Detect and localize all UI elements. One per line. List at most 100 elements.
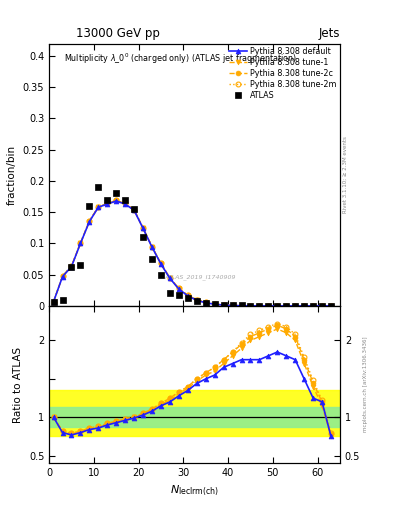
- Pythia 8.308 default: [69, 264, 74, 270]
- Pythia 8.308 tune-2m: [87, 218, 92, 224]
- Pythia 8.308 default: [150, 244, 154, 250]
- Pythia 8.308 tune-1: [176, 286, 181, 292]
- ATLAS: [293, 303, 298, 309]
- ATLAS: [230, 302, 235, 308]
- Pythia 8.308 tune-1: [69, 264, 74, 270]
- Pythia 8.308 default: [176, 286, 181, 292]
- Pythia 8.308 tune-2c: [150, 244, 154, 250]
- Pythia 8.308 tune-2c: [141, 225, 145, 231]
- Pythia 8.308 tune-2m: [311, 303, 316, 309]
- Pythia 8.308 tune-2c: [221, 302, 226, 308]
- Pythia 8.308 default: [167, 275, 172, 282]
- Pythia 8.308 tune-1: [212, 301, 217, 307]
- ATLAS: [266, 303, 271, 309]
- Pythia 8.308 tune-1: [105, 201, 110, 207]
- Pythia 8.308 tune-2c: [69, 263, 74, 269]
- ATLAS: [51, 298, 56, 305]
- Pythia 8.308 tune-1: [150, 244, 154, 250]
- Line: Pythia 8.308 tune-2c: Pythia 8.308 tune-2c: [51, 198, 333, 308]
- ATLAS: [257, 303, 262, 309]
- Pythia 8.308 tune-1: [185, 293, 190, 299]
- Text: ATLAS_2019_I1740909: ATLAS_2019_I1740909: [165, 274, 236, 280]
- ATLAS: [203, 300, 208, 306]
- Pythia 8.308 tune-2m: [284, 303, 288, 309]
- Pythia 8.308 tune-2m: [60, 273, 65, 279]
- Line: Pythia 8.308 tune-2m: Pythia 8.308 tune-2m: [51, 198, 333, 308]
- Pythia 8.308 tune-2c: [212, 301, 217, 307]
- Legend: Pythia 8.308 default, Pythia 8.308 tune-1, Pythia 8.308 tune-2c, Pythia 8.308 tu: Pythia 8.308 default, Pythia 8.308 tune-…: [228, 46, 338, 100]
- Pythia 8.308 default: [284, 303, 288, 309]
- Pythia 8.308 tune-2c: [275, 303, 280, 309]
- Pythia 8.308 tune-2c: [239, 303, 244, 309]
- Pythia 8.308 default: [78, 240, 83, 246]
- Pythia 8.308 default: [141, 225, 145, 231]
- ATLAS: [311, 303, 316, 309]
- Pythia 8.308 tune-1: [329, 303, 333, 309]
- Pythia 8.308 tune-2c: [320, 303, 324, 309]
- Pythia 8.308 default: [96, 204, 101, 210]
- Pythia 8.308 default: [105, 201, 110, 207]
- Pythia 8.308 default: [195, 297, 199, 304]
- Pythia 8.308 tune-2m: [114, 197, 119, 203]
- Pythia 8.308 tune-2c: [167, 275, 172, 281]
- Pythia 8.308 default: [212, 301, 217, 307]
- Pythia 8.308 default: [230, 303, 235, 309]
- Pythia 8.308 tune-1: [60, 273, 65, 280]
- Pythia 8.308 default: [60, 273, 65, 280]
- Pythia 8.308 tune-2m: [239, 303, 244, 309]
- Pythia 8.308 tune-1: [141, 225, 145, 231]
- Pythia 8.308 default: [203, 300, 208, 306]
- Pythia 8.308 tune-2c: [311, 303, 316, 309]
- Pythia 8.308 tune-2c: [203, 299, 208, 305]
- Line: Pythia 8.308 default: Pythia 8.308 default: [51, 199, 333, 308]
- Pythia 8.308 tune-2c: [185, 292, 190, 298]
- Pythia 8.308 tune-2c: [293, 303, 298, 309]
- ATLAS: [114, 190, 119, 197]
- Pythia 8.308 tune-2m: [96, 203, 101, 209]
- Pythia 8.308 tune-2c: [132, 207, 136, 213]
- Pythia 8.308 tune-2c: [60, 273, 65, 279]
- Pythia 8.308 tune-2m: [203, 299, 208, 305]
- Pythia 8.308 tune-1: [275, 303, 280, 309]
- Pythia 8.308 tune-2m: [329, 303, 333, 309]
- ATLAS: [87, 203, 92, 209]
- Pythia 8.308 tune-2m: [221, 302, 226, 308]
- Pythia 8.308 tune-2m: [123, 200, 128, 206]
- Pythia 8.308 default: [87, 219, 92, 225]
- Pythia 8.308 tune-2c: [96, 203, 101, 209]
- ATLAS: [221, 302, 226, 308]
- Pythia 8.308 default: [257, 303, 262, 309]
- ATLAS: [123, 197, 128, 203]
- Pythia 8.308 tune-2m: [105, 200, 110, 206]
- Pythia 8.308 default: [329, 303, 333, 309]
- Pythia 8.308 tune-2m: [230, 303, 235, 309]
- Pythia 8.308 tune-1: [195, 297, 199, 304]
- Pythia 8.308 default: [239, 303, 244, 309]
- Pythia 8.308 tune-1: [257, 303, 262, 309]
- Pythia 8.308 default: [51, 298, 56, 305]
- Pythia 8.308 default: [132, 207, 136, 214]
- ATLAS: [132, 206, 136, 212]
- Pythia 8.308 tune-2c: [176, 285, 181, 291]
- Pythia 8.308 tune-2m: [266, 303, 271, 309]
- Pythia 8.308 default: [293, 303, 298, 309]
- ATLAS: [212, 301, 217, 307]
- Y-axis label: Ratio to ATLAS: Ratio to ATLAS: [13, 347, 23, 423]
- Pythia 8.308 tune-2c: [248, 303, 253, 309]
- Pythia 8.308 tune-2c: [78, 240, 83, 246]
- ATLAS: [78, 262, 83, 268]
- Pythia 8.308 tune-1: [132, 207, 136, 214]
- ATLAS: [69, 264, 74, 270]
- Pythia 8.308 tune-1: [167, 275, 172, 282]
- ATLAS: [239, 302, 244, 308]
- ATLAS: [284, 303, 288, 309]
- ATLAS: [105, 197, 110, 203]
- Pythia 8.308 default: [159, 261, 163, 267]
- Pythia 8.308 tune-2m: [195, 296, 199, 303]
- ATLAS: [329, 303, 333, 309]
- Pythia 8.308 default: [275, 303, 280, 309]
- Pythia 8.308 default: [302, 303, 307, 309]
- Pythia 8.308 tune-2c: [257, 303, 262, 309]
- Pythia 8.308 tune-1: [284, 303, 288, 309]
- Pythia 8.308 tune-2m: [320, 303, 324, 309]
